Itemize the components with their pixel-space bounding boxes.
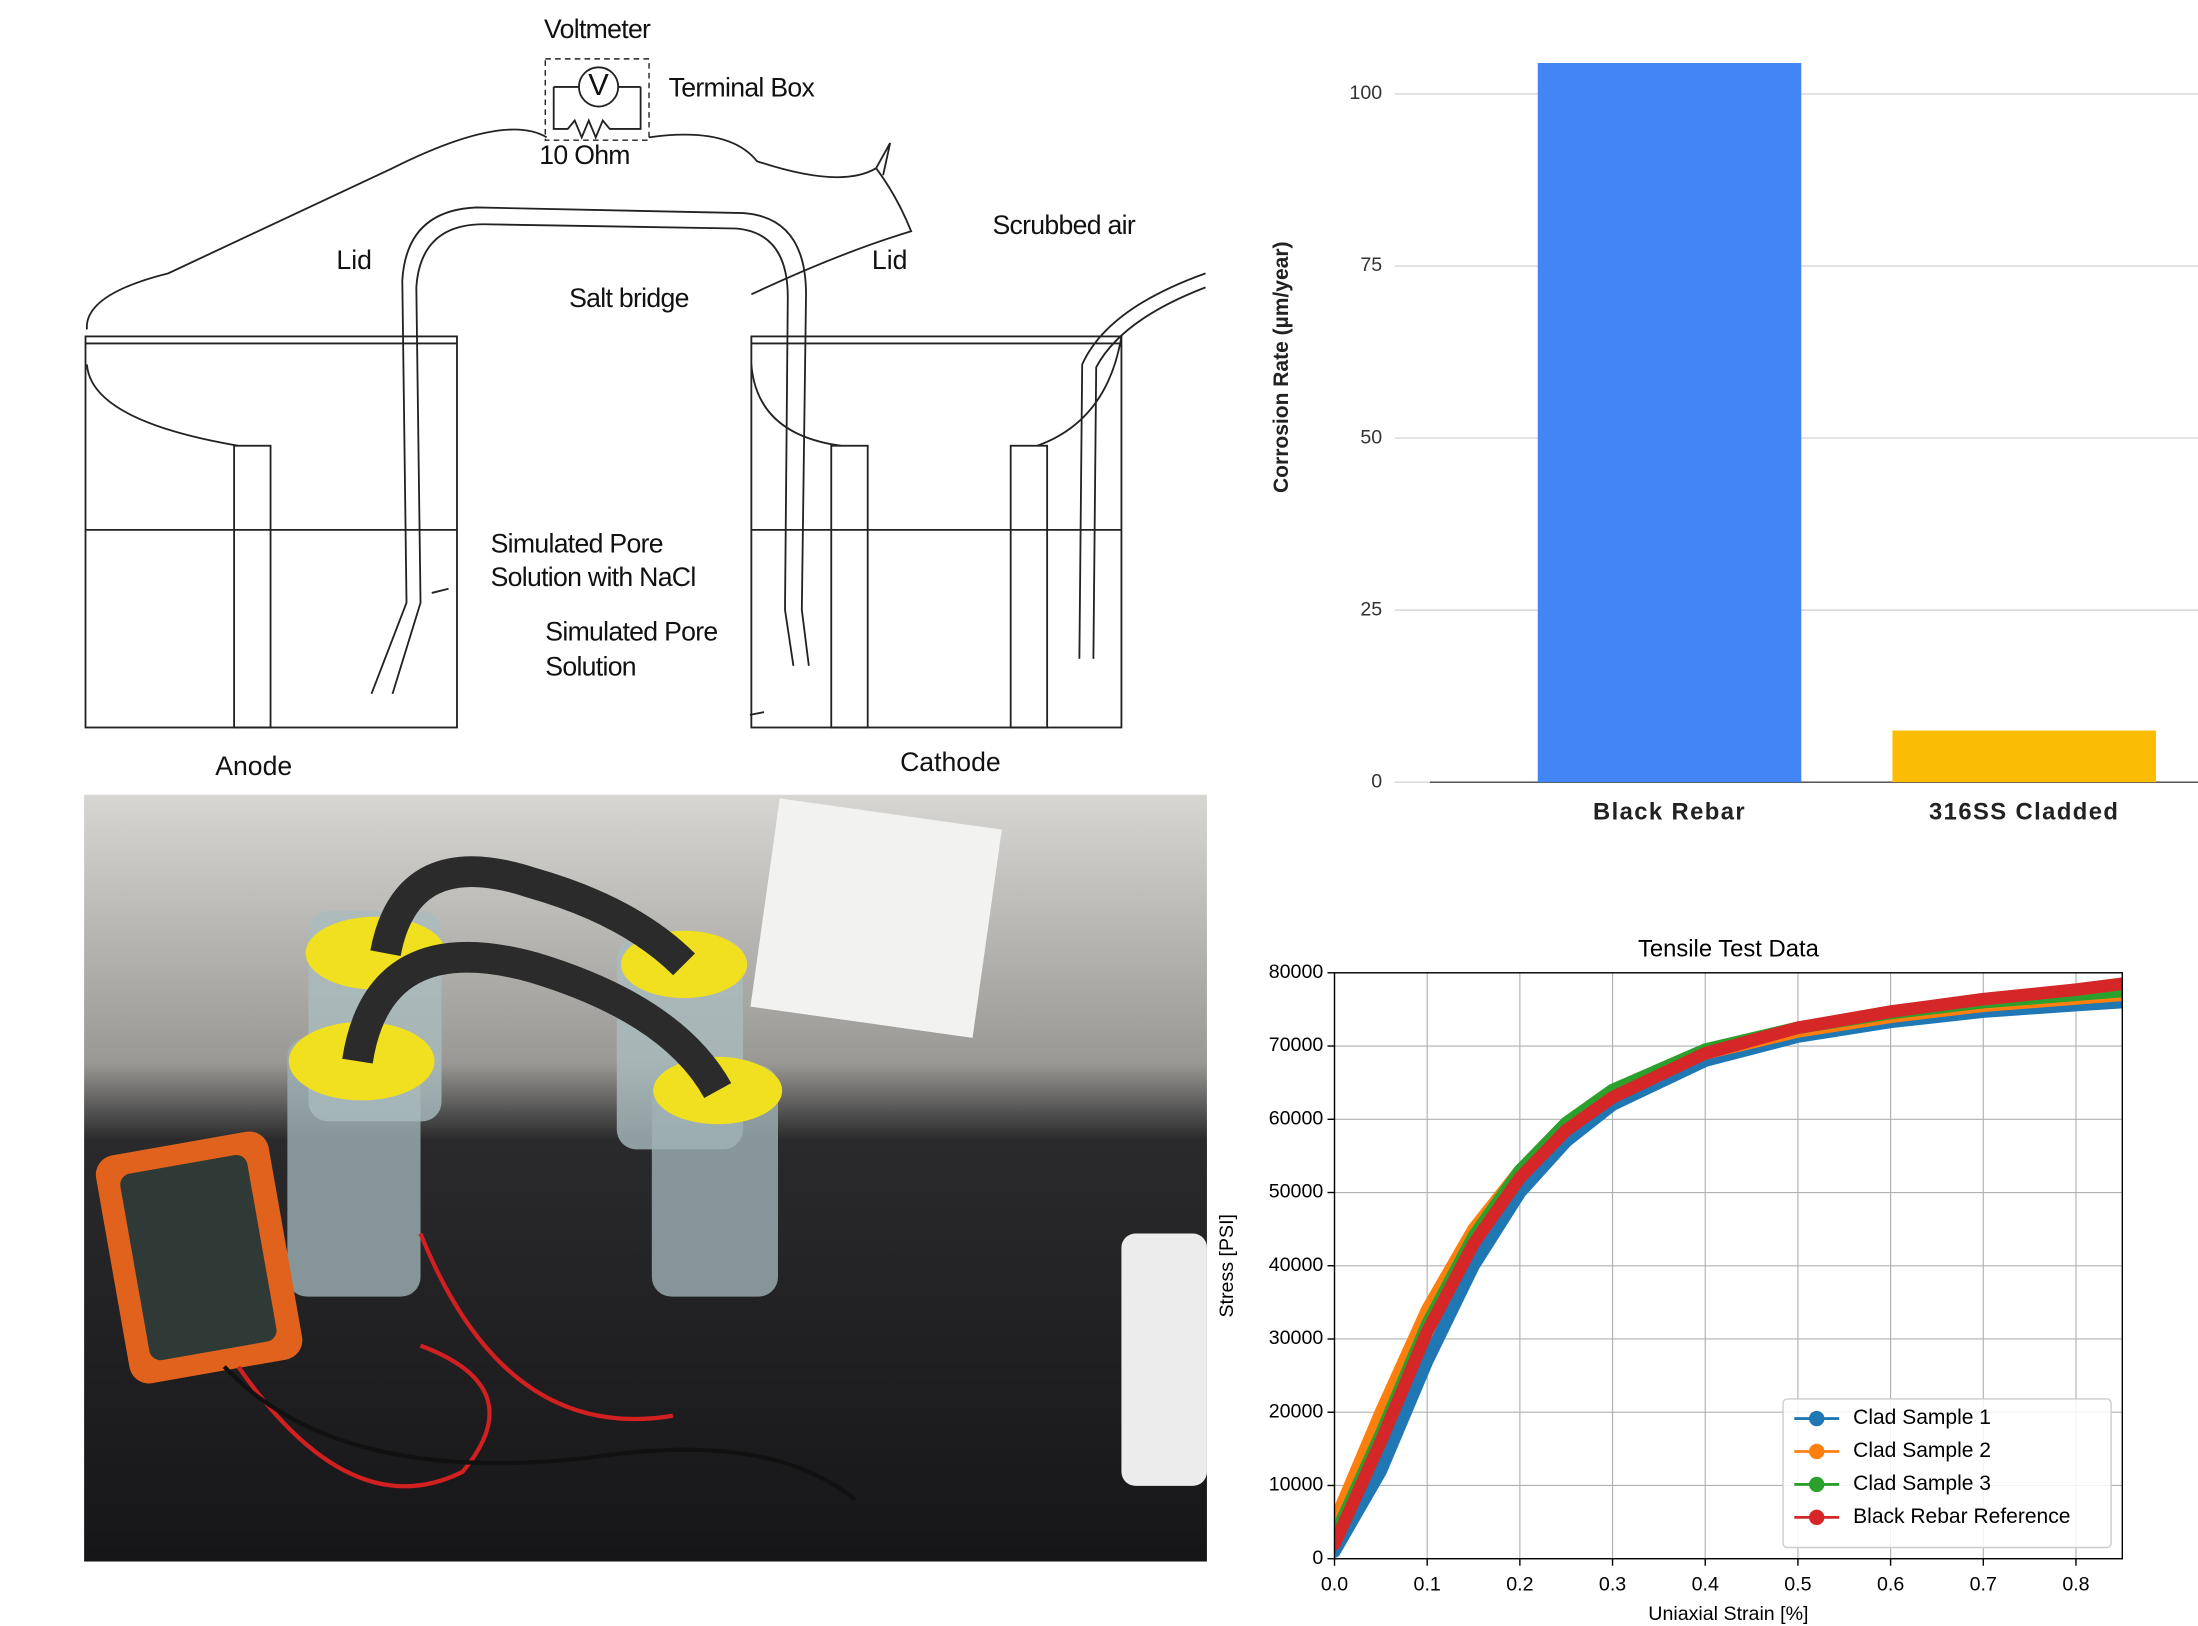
legend-label: Black Rebar Reference (1853, 1505, 2070, 1528)
diagram-label: Simulated Pore (491, 528, 663, 558)
y-tick-label: 70000 (1269, 1034, 1324, 1056)
y-tick-label: 50 (1360, 426, 1382, 448)
x-tick-label: Black Rebar (1593, 798, 1746, 825)
diagram-label: Solution (545, 652, 636, 682)
y-tick-label: 25 (1360, 598, 1382, 620)
x-tick-label: 0.8 (2062, 1574, 2089, 1596)
y-tick-label: 10000 (1269, 1474, 1324, 1496)
y-tick-label: 40000 (1269, 1254, 1324, 1276)
legend-marker (1809, 1444, 1824, 1459)
y-tick-label: 80000 (1269, 961, 1324, 983)
x-tick-label: 0.6 (1877, 1574, 1904, 1596)
legend-label: Clad Sample 1 (1853, 1406, 1991, 1429)
diagram-label: Cathode (900, 747, 1001, 777)
bar-chart: 0 25 50 75 100 Black Rebar 316SS Cladded Corros… (1270, 63, 2198, 825)
x-tick-label: 0.4 (1692, 1574, 1719, 1596)
legend-marker (1809, 1510, 1824, 1525)
x-tick-label: 0.1 (1414, 1574, 1441, 1596)
diagram-label: Lid (336, 245, 372, 275)
y-tick-label: 30000 (1269, 1327, 1324, 1349)
diagram-label: V (588, 67, 609, 102)
bar (1538, 63, 1802, 782)
diagram-label: 10 Ohm (539, 140, 630, 170)
y-tick-label: 0 (1371, 770, 1382, 792)
bar (1892, 731, 2156, 783)
x-tick-label: 0.3 (1599, 1574, 1626, 1596)
y-tick-label: 60000 (1269, 1107, 1324, 1129)
figure: Voltmeter V Terminal Box 10 Ohm Lid Salt brid… (0, 0, 2198, 1626)
x-tick-label: 0.2 (1506, 1574, 1533, 1596)
y-axis-label: Corrosion Rate (µm/year) (1270, 241, 1293, 493)
y-tick-label: 100 (1349, 82, 1382, 104)
diagram-label: Simulated Pore (545, 617, 717, 647)
diagram-label: Lid (872, 245, 908, 275)
diagram-label: Solution with NaCl (491, 562, 696, 592)
legend-marker (1809, 1477, 1824, 1492)
lab-photo (84, 795, 1207, 1562)
diagram-label: Terminal Box (669, 73, 816, 103)
y-axis-label: Stress [PSI] (1216, 1214, 1238, 1318)
y-tick-label: 50000 (1269, 1181, 1324, 1203)
diagram-label: Anode (215, 751, 292, 781)
y-tick-label: 20000 (1269, 1400, 1324, 1422)
x-tick-label: 316SS Cladded (1929, 798, 2119, 825)
x-tick-label: 0.7 (1970, 1574, 1997, 1596)
diagram-label: Voltmeter (544, 14, 651, 44)
x-tick-label: 0.5 (1784, 1574, 1811, 1596)
y-tick-label: 75 (1360, 254, 1382, 276)
diagram-label: Salt bridge (569, 283, 689, 313)
legend-marker (1809, 1411, 1824, 1426)
x-tick-label: 0.0 (1321, 1574, 1348, 1596)
diagram-label: Scrubbed air (992, 210, 1135, 240)
y-tick-label: 0 (1312, 1547, 1323, 1569)
chart-title: Tensile Test Data (1638, 936, 1820, 963)
x-axis-label: Uniaxial Strain [%] (1648, 1603, 1808, 1625)
legend-label: Clad Sample 2 (1853, 1439, 1991, 1462)
legend-label: Clad Sample 3 (1853, 1472, 1991, 1495)
